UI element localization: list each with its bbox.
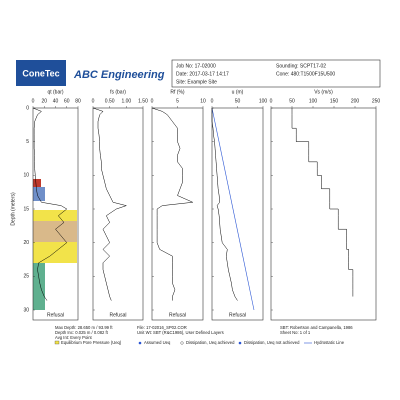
refusal-label: Refusal — [110, 312, 127, 318]
panel-frame — [92, 107, 144, 321]
date: Date: 2017-03-17 14:17 — [176, 71, 229, 77]
depth-tick-label: 0 — [26, 105, 29, 111]
depth-tick-label: 30 — [23, 307, 29, 313]
profile-line — [92, 107, 128, 301]
legend-swatch — [138, 341, 142, 345]
x-tick-label: 0 — [151, 98, 154, 104]
x-tick-label: 1.50 — [138, 98, 148, 104]
site: Site: Example Site — [176, 79, 217, 85]
x-tick-label: 50 — [289, 98, 295, 104]
panel-title: u (m) — [232, 89, 244, 95]
x-tick-label: 50 — [235, 98, 241, 104]
legend-swatch — [54, 340, 60, 345]
x-tick-label: 0.50 — [105, 98, 115, 104]
logo-box — [16, 60, 66, 86]
cone: Cone: 480:T1500F15U500 — [276, 71, 335, 77]
legend-label: Hydrostatic Line — [314, 340, 345, 345]
x-tick-label: 0 — [270, 98, 273, 104]
refusal-label: Refusal — [47, 312, 64, 318]
x-tick-label: 200 — [351, 98, 360, 104]
x-tick-label: 0 — [211, 98, 214, 104]
avg-int: Avg Int: Every Point — [55, 335, 93, 340]
panel-title: Vs (m/s) — [314, 89, 333, 95]
panel-title: Rf (%) — [170, 89, 185, 95]
depth-tick-label: 10 — [23, 173, 29, 179]
depth-tick-label: 20 — [23, 240, 29, 246]
unit-wt: Unit Wt: SBT (R&C1986), User Defined Lay… — [137, 330, 224, 335]
legend-label: Dissipation, Ueq not achieved — [244, 340, 300, 345]
x-tick-label: 0 — [92, 98, 95, 104]
vs-step-line — [291, 108, 354, 297]
company: ABC Engineering — [73, 69, 165, 81]
x-tick-label: 1.00 — [121, 98, 131, 104]
legend-label: Equilibrium Pore Pressure (Ueq) — [61, 340, 122, 345]
band — [33, 210, 77, 221]
x-tick-label: 0 — [32, 98, 35, 104]
x-tick-label: 100 — [259, 98, 268, 104]
x-tick-label: 40 — [53, 98, 59, 104]
panel-title: qt (bar) — [47, 89, 63, 95]
logo: ConeTec — [22, 68, 59, 78]
x-tick-label: 100 — [309, 98, 318, 104]
refusal-label: Refusal — [229, 312, 246, 318]
depth-tick-label: 5 — [26, 139, 29, 145]
depth-inc: Depth Inc: 0.025 m / 0.082 ft — [55, 330, 109, 335]
profile-line — [151, 107, 194, 301]
max-depth: Max Depth: 28.650 m / 93.99 ft — [55, 325, 113, 330]
depth-tick-label: 25 — [23, 274, 29, 280]
legend-label: Assumed Ueq — [144, 340, 171, 345]
panel-frame — [270, 107, 377, 321]
band — [33, 179, 41, 187]
legend-swatch — [180, 341, 184, 345]
sheet: Sheet No: 1 of 1 — [280, 330, 311, 335]
profile-line — [211, 108, 238, 301]
header-box — [171, 59, 381, 88]
legend-label: Dissipation, Ueq achieved — [186, 340, 235, 345]
legend: Equilibrium Pore Pressure (Ueq) Assumed … — [54, 340, 345, 345]
legend-swatch — [238, 341, 242, 345]
panel-title: fs (bar) — [110, 89, 126, 95]
band — [33, 221, 77, 242]
x-tick-label: 80 — [75, 98, 81, 104]
x-tick-label: 10 — [200, 98, 206, 104]
file: File: 17-02016_SP02.COR — [137, 325, 187, 330]
hydrostatic-line — [211, 107, 255, 311]
x-tick-label: 60 — [64, 98, 70, 104]
sounding: Sounding: SCPT17-02 — [276, 63, 326, 69]
x-tick-label: 20 — [41, 98, 47, 104]
refusal-label: Refusal — [169, 312, 186, 318]
y-axis-label: Depth (meters) — [10, 192, 16, 226]
sbt: SBT: Robertson and Campanella, 1986 — [280, 325, 353, 330]
x-tick-label: 150 — [330, 98, 339, 104]
band — [33, 242, 77, 263]
footer: Max Depth: 28.650 m / 93.99 ft Depth Inc… — [55, 325, 353, 340]
profile-line — [32, 107, 68, 301]
depth-tick-label: 15 — [23, 206, 29, 212]
x-tick-label: 5 — [176, 98, 179, 104]
band — [33, 187, 45, 201]
sbt-bands — [33, 179, 77, 310]
band — [33, 263, 45, 310]
x-tick-label: 250 — [372, 98, 381, 104]
job-no: Job No: 17-02000 — [176, 63, 216, 69]
